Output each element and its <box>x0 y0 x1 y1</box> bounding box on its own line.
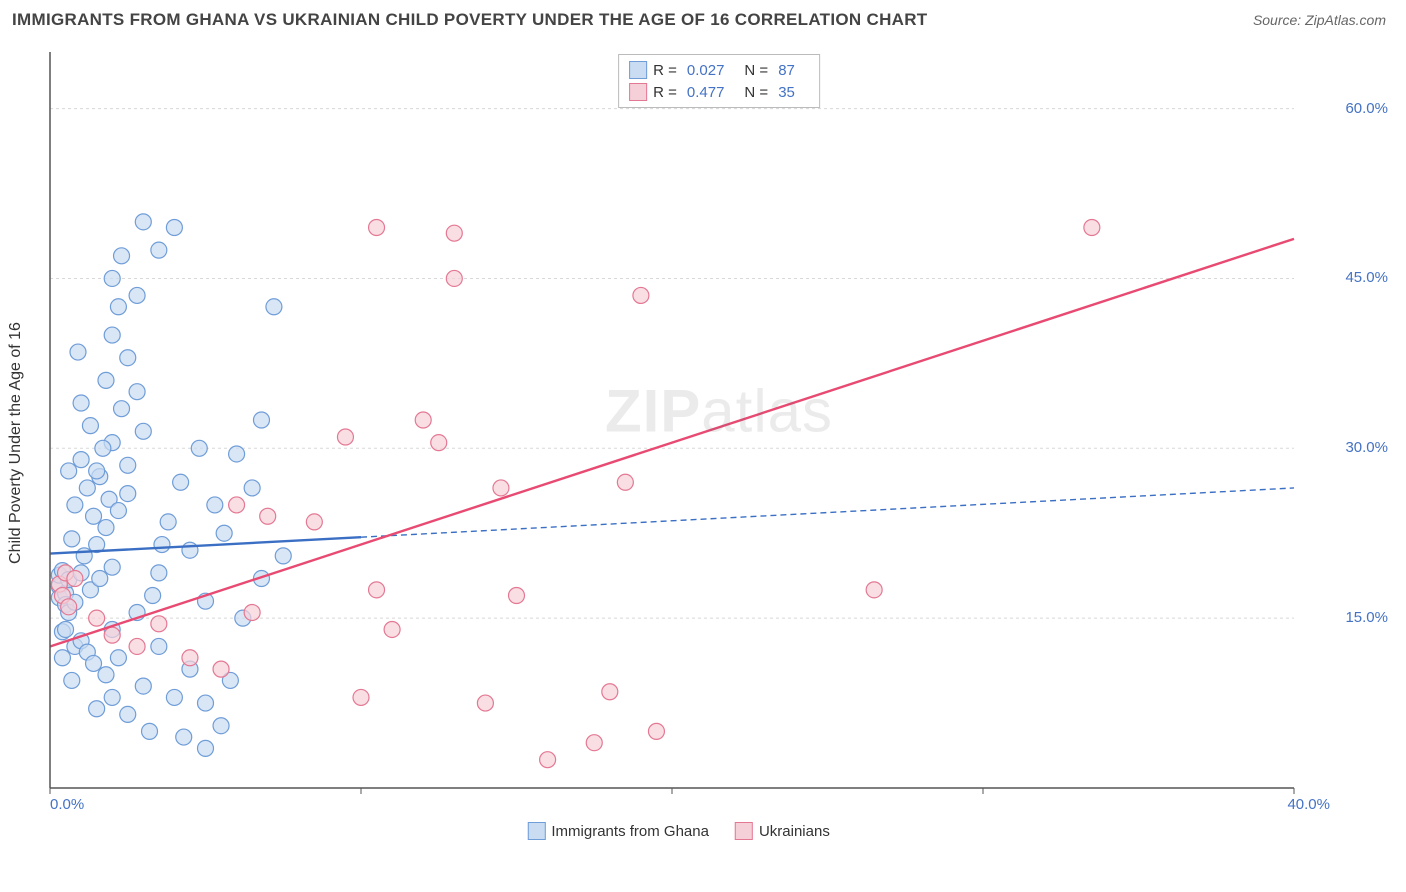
series-legend: Immigrants from Ghana Ukrainians <box>527 822 829 840</box>
y-tick-label: 45.0% <box>1345 269 1388 286</box>
chart-title: IMMIGRANTS FROM GHANA VS UKRAINIAN CHILD… <box>12 10 928 30</box>
swatch-icon <box>629 61 647 79</box>
correlation-legend: R =0.027 N =87 R =0.477 N =35 <box>618 54 820 108</box>
legend-item-ukrainians: Ukrainians <box>735 822 830 840</box>
swatch-icon <box>629 83 647 101</box>
legend-row-ghana: R =0.027 N =87 <box>629 59 809 81</box>
x-tick-label: 40.0% <box>1287 796 1330 813</box>
swatch-icon <box>527 822 545 840</box>
y-tick-label: 15.0% <box>1345 609 1388 626</box>
y-tick-label: 60.0% <box>1345 100 1388 117</box>
source-attribution: Source: ZipAtlas.com <box>1253 12 1386 28</box>
swatch-icon <box>735 822 753 840</box>
x-tick-label: 0.0% <box>50 796 84 813</box>
legend-row-ukrainians: R =0.477 N =35 <box>629 81 809 103</box>
y-tick-label: 30.0% <box>1345 439 1388 456</box>
legend-item-ghana: Immigrants from Ghana <box>527 822 709 840</box>
scatter-chart <box>46 48 1354 818</box>
chart-container: Child Poverty Under the Age of 16 ZIPatl… <box>46 48 1392 838</box>
y-axis-label: Child Poverty Under the Age of 16 <box>7 322 25 564</box>
